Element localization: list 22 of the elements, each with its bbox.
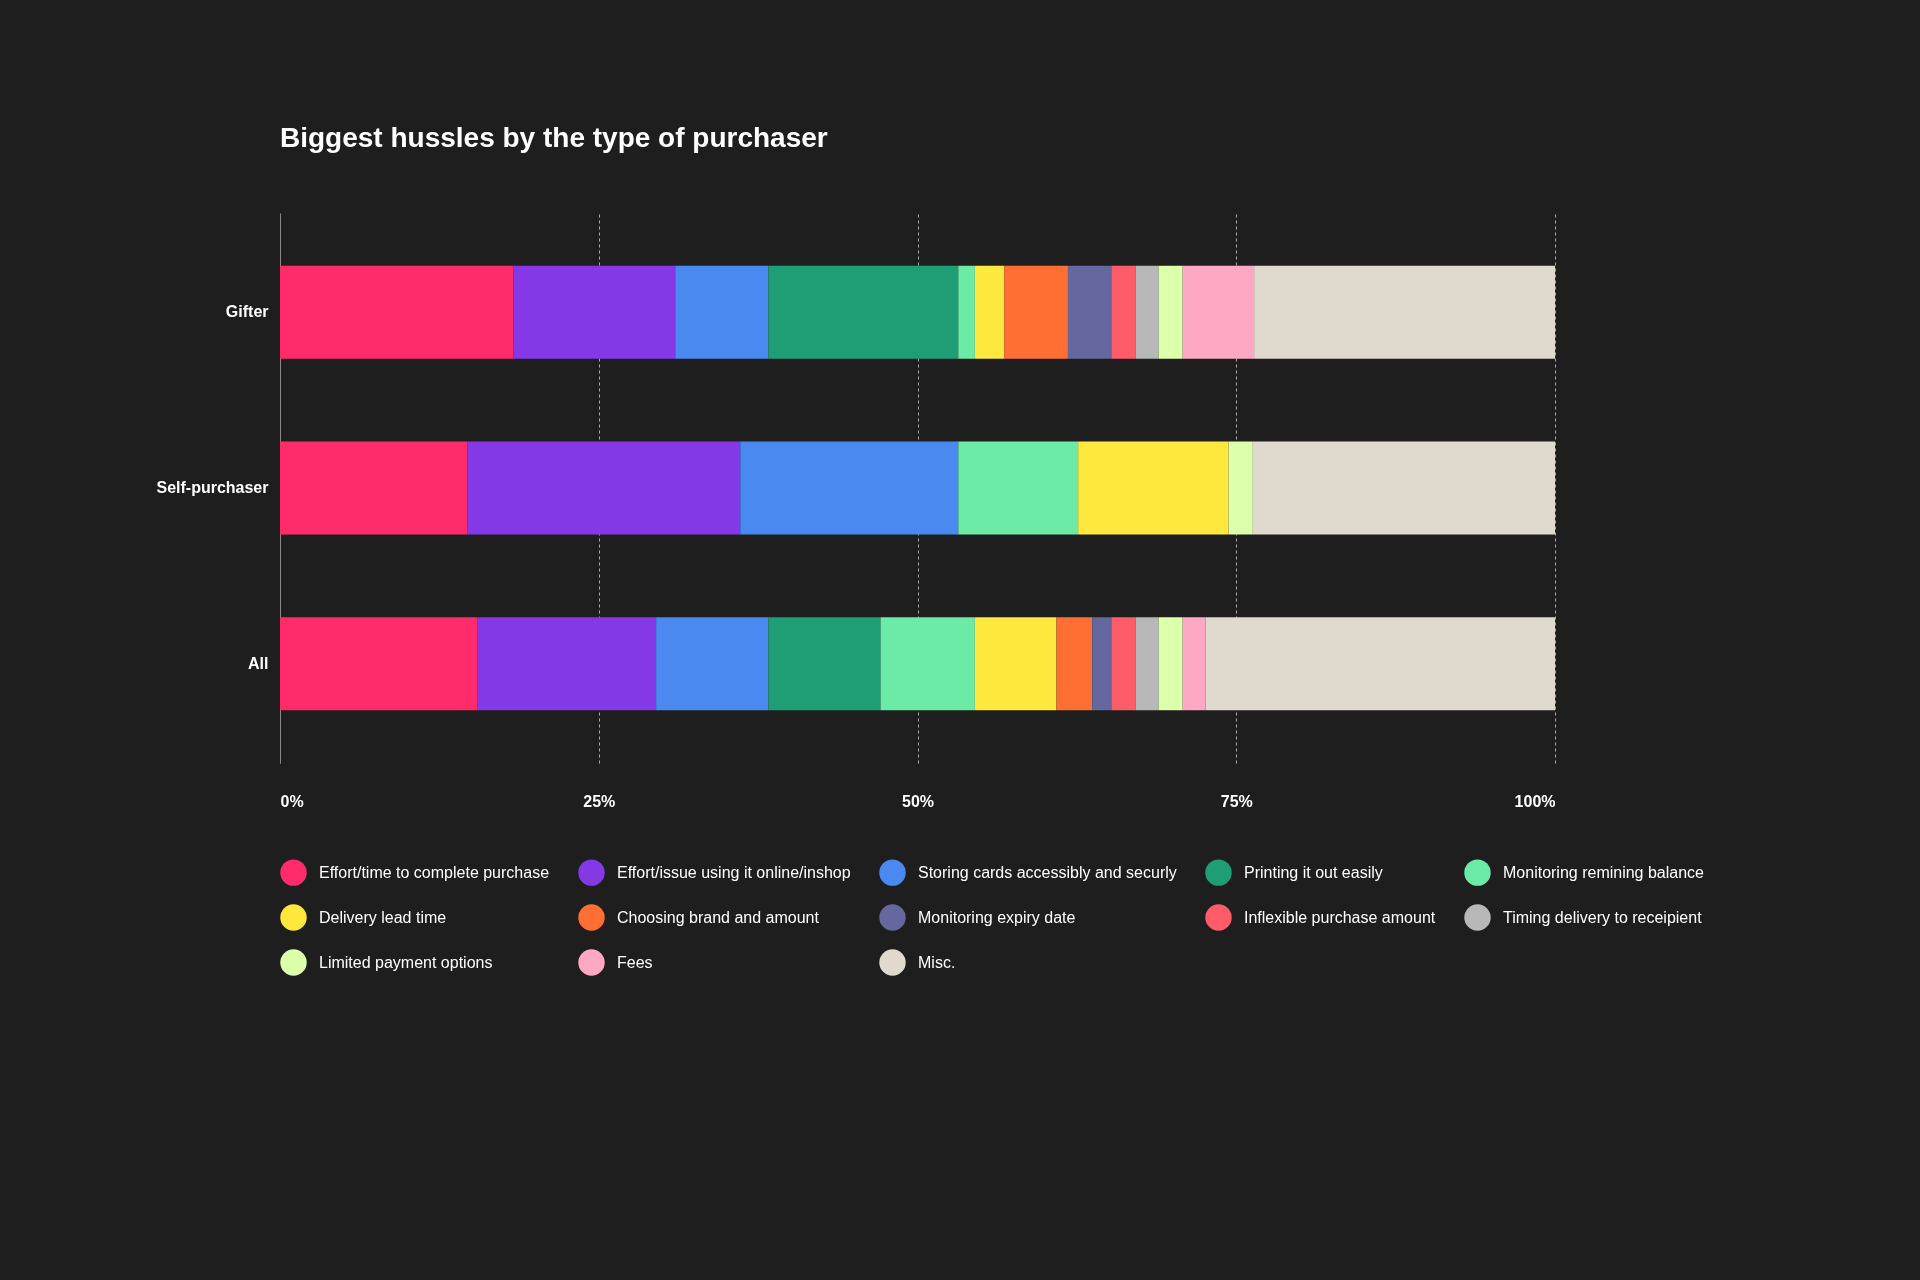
y-tick-label: Self-purchaser — [156, 479, 269, 496]
legend-label: Printing it out easily — [1244, 863, 1383, 881]
legend-label: Fees — [617, 953, 653, 971]
legend-label: Monitoring expiry date — [918, 908, 1076, 926]
legend-label: Delivery lead time — [319, 908, 447, 926]
x-tick-label: 100% — [1514, 792, 1556, 810]
x-tick-label: 25% — [583, 792, 616, 810]
y-tick-label: All — [248, 654, 269, 672]
x-tick-label: 75% — [1220, 792, 1253, 810]
x-tick-label: 0% — [280, 792, 304, 810]
legend-label: Effort/time to complete purchase — [319, 863, 550, 881]
legend-label: Monitoring remining balance — [1503, 863, 1705, 881]
legend-label: Misc. — [918, 953, 956, 971]
legend-label: Limited payment options — [319, 953, 493, 971]
legend-label: Storing cards accessibly and securly — [918, 863, 1177, 881]
y-tick-label: Gifter — [225, 303, 269, 321]
legend-label: Inflexible purchase amount — [1244, 908, 1436, 926]
chart-title: Biggest hussles by the type of purchaser — [280, 122, 828, 153]
legend-label: Choosing brand and amount — [617, 908, 820, 926]
legend-label: Timing delivery to receipient — [1503, 908, 1703, 926]
x-tick-label: 50% — [901, 792, 935, 810]
legend-label: Effort/issue using it online/inshop — [617, 863, 851, 881]
